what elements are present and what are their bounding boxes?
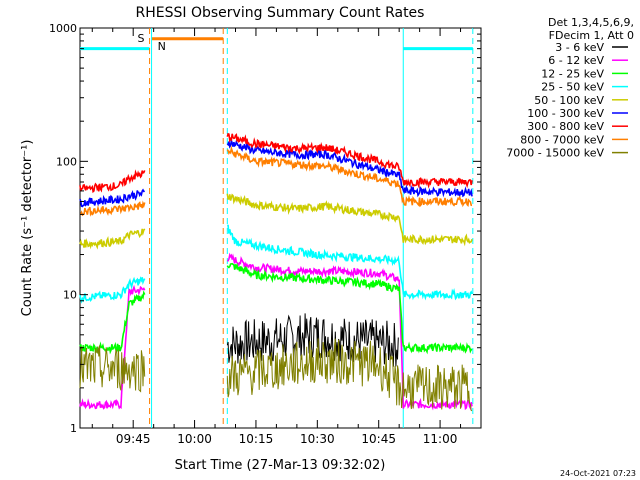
legend: Det 1,3,4,5,6,9, FDecim 1, Att 0 3 - 6 k… [506, 16, 634, 160]
x-tick-label: 11:00 [423, 432, 458, 446]
legend-label: 3 - 6 keV [555, 41, 604, 54]
legend-header-line-1: Det 1,3,4,5,6,9, [548, 16, 634, 29]
series-line-5 [79, 188, 145, 208]
legend-header-line-2: FDecim 1, Att 0 [549, 29, 634, 42]
axes: 1 10 100 1000 09:45 10:00 10:15 10:30 10:45 11:00 [49, 22, 482, 446]
series-line-8 [226, 338, 473, 412]
flag-marker-n: N [158, 40, 166, 53]
y-tick-label: 1000 [49, 22, 77, 35]
flag-marker-s: S [138, 32, 145, 45]
y-axis-label: Count Rate (s⁻¹ detector⁻¹) [20, 140, 35, 317]
x-tick-label: 10:30 [300, 432, 335, 446]
plot-area [79, 27, 482, 429]
legend-label: 25 - 50 keV [541, 81, 604, 94]
x-tick-label: 09:45 [116, 432, 151, 446]
series-line-3 [227, 224, 473, 301]
series-line-1 [79, 284, 146, 410]
y-tick-label: 10 [63, 289, 77, 302]
legend-label: 800 - 7000 keV [520, 133, 604, 146]
chart-title: RHESSI Observing Summary Count Rates [136, 5, 425, 21]
series-line-2 [79, 290, 146, 355]
series-line-5 [226, 137, 473, 199]
x-tick-label: 10:15 [239, 432, 274, 446]
series-line-4 [79, 228, 146, 250]
legend-label: 100 - 300 keV [527, 107, 604, 120]
series-line-4 [226, 193, 473, 247]
x-axis-label: Start Time (27-Mar-13 09:32:02) [175, 458, 386, 473]
series-line-2 [226, 262, 473, 355]
series-line-7 [226, 145, 473, 208]
legend-label: 12 - 25 keV [541, 67, 604, 80]
series-line-3 [79, 276, 146, 304]
footer-date: 24-Oct-2021 07:23 [560, 469, 636, 478]
series-line-6 [226, 132, 473, 190]
y-tick-label: 1 [70, 422, 77, 435]
series-line-0 [226, 313, 399, 367]
legend-label: 300 - 800 keV [527, 120, 604, 133]
series-line-8 [79, 345, 146, 393]
series-layer [79, 132, 473, 412]
x-tick-label: 10:00 [177, 432, 212, 446]
legend-label: 6 - 12 keV [548, 54, 604, 67]
legend-label: 50 - 100 keV [534, 94, 604, 107]
series-line-1 [227, 252, 473, 411]
plot-frame [79, 27, 482, 429]
y-tick-label: 100 [56, 155, 77, 168]
status-flags: SN [80, 28, 474, 428]
series-line-7 [80, 200, 146, 217]
series-line-6 [79, 169, 146, 194]
legend-label: 7000 - 15000 keV [506, 147, 604, 160]
x-tick-label: 10:45 [361, 432, 396, 446]
